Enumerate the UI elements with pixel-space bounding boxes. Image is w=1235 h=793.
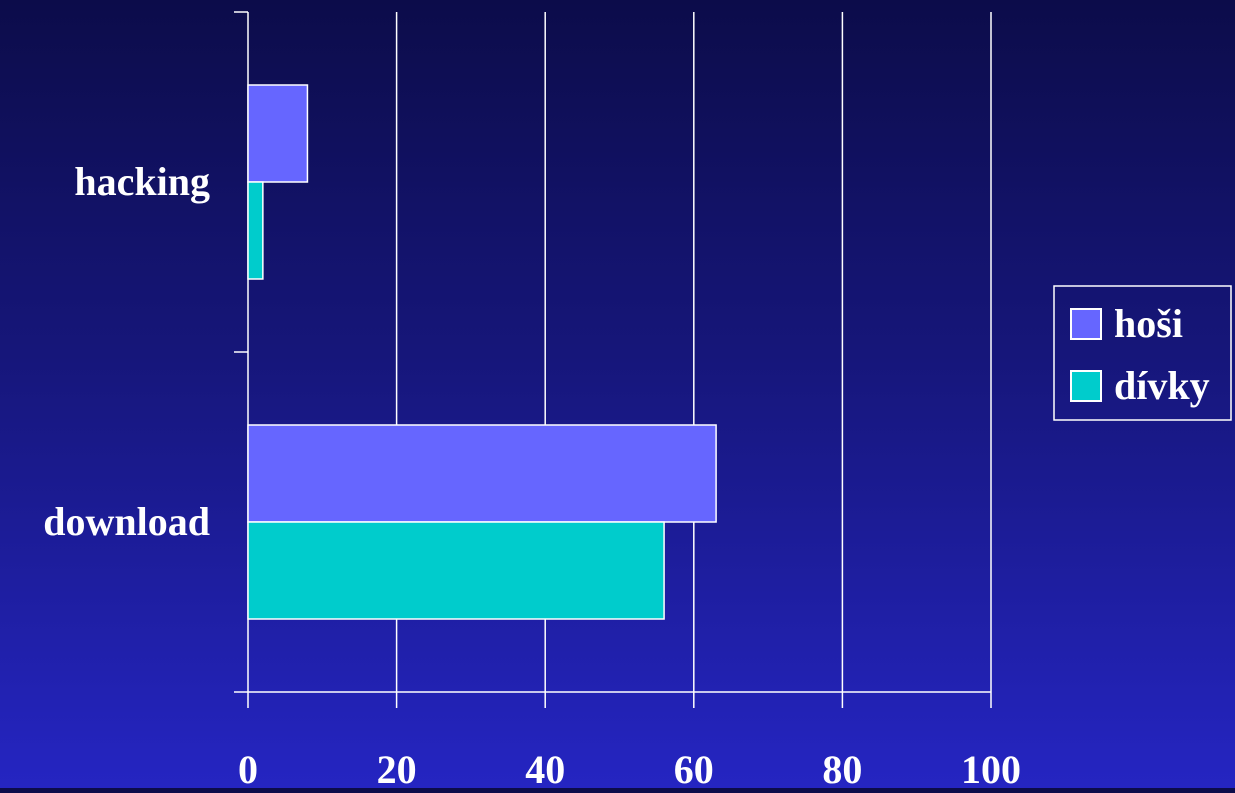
x-tick-label: 20 — [377, 747, 417, 788]
category-label: hacking — [74, 159, 210, 204]
legend-swatch — [1070, 370, 1102, 402]
legend-swatch — [1070, 308, 1102, 340]
legend-label: hoši — [1114, 301, 1183, 346]
legend-box — [1053, 285, 1232, 421]
legend-label: dívky — [1114, 363, 1210, 408]
legend: hoši dívky — [1053, 285, 1232, 421]
category-label: download — [43, 499, 210, 544]
x-tick-label: 100 — [961, 747, 1021, 788]
x-tick-label: 0 — [238, 747, 258, 788]
x-tick-label: 40 — [525, 747, 565, 788]
x-tick-label: 60 — [674, 747, 714, 788]
bar-hacking-1 — [247, 84, 309, 183]
bar-download-2 — [247, 521, 665, 620]
x-tick-label: 80 — [822, 747, 862, 788]
bar-hacking-2 — [247, 181, 264, 280]
bars — [247, 84, 717, 620]
bar-download-1 — [247, 424, 717, 523]
labels: 0 20 40 60 80 100 hacking download — [43, 159, 1021, 792]
